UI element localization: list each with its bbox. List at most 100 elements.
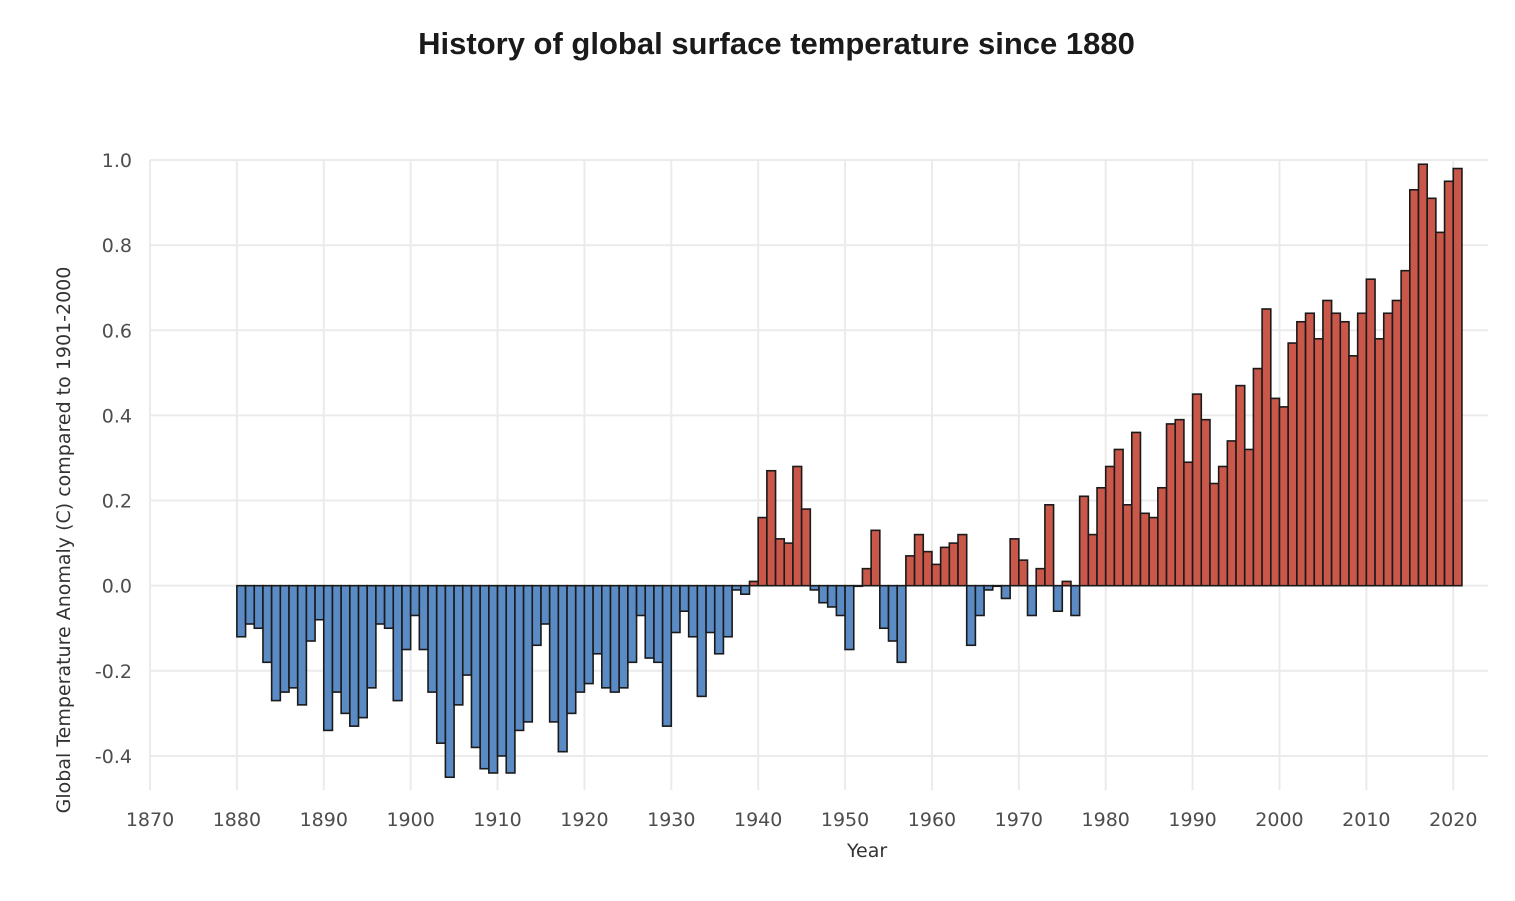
bar-1883 <box>262 584 273 664</box>
bar-1892 <box>340 584 351 715</box>
bar-2006 <box>1330 312 1342 587</box>
bar-1881 <box>244 584 256 625</box>
bar-1945 <box>800 508 812 587</box>
bar-1915 <box>540 584 551 625</box>
bar-1998 <box>1261 308 1272 587</box>
bar-1985 <box>1148 516 1159 587</box>
bar-1910 <box>496 584 508 757</box>
x-tick-label: 1880 <box>213 809 261 831</box>
bar-1970 <box>1018 559 1029 587</box>
bar-1997 <box>1252 367 1263 587</box>
bar-2018 <box>1435 231 1446 587</box>
y-tick-label: -0.2 <box>95 661 132 683</box>
bar-1891 <box>331 584 342 693</box>
bar-1972 <box>1035 567 1046 587</box>
bar-1926 <box>635 584 647 617</box>
bar-1986 <box>1157 486 1168 587</box>
bar-1933 <box>696 584 707 698</box>
bar-1980 <box>1104 465 1116 587</box>
bar-1906 <box>461 584 473 676</box>
bar-1923 <box>609 584 620 693</box>
bar-1902 <box>427 584 438 693</box>
bar-1929 <box>661 584 673 727</box>
bar-2016 <box>1417 163 1428 587</box>
bar-1924 <box>618 584 629 689</box>
x-tick-label: 1870 <box>126 809 174 831</box>
bar-1934 <box>705 584 716 634</box>
bar-2010 <box>1365 278 1376 587</box>
bar-2005 <box>1322 299 1333 587</box>
y-axis-title: Global Temperature Anomaly (C) compared … <box>53 267 75 814</box>
bar-1887 <box>296 584 308 706</box>
x-tick-label: 1910 <box>473 809 521 831</box>
bar-1907 <box>470 584 481 749</box>
bar-2014 <box>1400 269 1411 587</box>
bar-1895 <box>366 584 377 689</box>
y-tick-label: 1.0 <box>102 150 132 172</box>
bar-1983 <box>1130 431 1142 587</box>
bar-1958 <box>913 533 925 587</box>
bar-1904 <box>444 584 455 779</box>
bar-1900 <box>409 584 421 617</box>
bar-1976 <box>1070 584 1081 617</box>
bar-1889 <box>314 584 325 621</box>
bar-1968 <box>1000 584 1011 600</box>
bar-1905 <box>453 584 464 706</box>
x-tick-label: 1920 <box>560 809 608 831</box>
bar-1952 <box>861 567 872 587</box>
bar-1948 <box>826 584 838 608</box>
bar-1949 <box>835 584 846 617</box>
bar-1938 <box>740 584 751 595</box>
bar-2000 <box>1278 406 1289 587</box>
bar-1951 <box>852 584 864 588</box>
x-tick-label: 1990 <box>1168 809 1216 831</box>
bar-1932 <box>687 584 699 638</box>
bar-1977 <box>1078 495 1090 587</box>
bar-1911 <box>505 584 516 774</box>
bar-1993 <box>1217 465 1229 587</box>
x-axis-title: Year <box>846 840 887 862</box>
bar-1908 <box>479 584 490 770</box>
x-tick-label: 1950 <box>821 809 869 831</box>
bar-1894 <box>357 584 369 719</box>
bar-2015 <box>1409 188 1420 587</box>
bar-1947 <box>818 584 829 604</box>
bar-2017 <box>1426 197 1437 587</box>
bar-1941 <box>766 469 777 587</box>
bar-1967 <box>991 584 1003 588</box>
bar-1996 <box>1243 448 1255 587</box>
bar-2002 <box>1296 320 1307 587</box>
bar-1937 <box>731 584 742 591</box>
bar-2020 <box>1452 167 1463 587</box>
bar-1966 <box>983 584 994 591</box>
bar-1917 <box>557 584 568 753</box>
x-tick-label: 2010 <box>1342 809 1390 831</box>
bar-1886 <box>288 584 299 689</box>
bar-2011 <box>1374 337 1385 587</box>
bar-1950 <box>844 584 855 651</box>
y-tick-label: 0.4 <box>102 405 132 427</box>
bar-1896 <box>375 584 386 625</box>
bar-1974 <box>1052 584 1064 613</box>
bar-1940 <box>757 516 768 587</box>
bar-1973 <box>1044 503 1055 587</box>
bars <box>236 163 1463 779</box>
bar-1987 <box>1165 423 1177 587</box>
y-tick-label: 0.0 <box>102 576 132 598</box>
y-tick-label: -0.4 <box>95 746 132 768</box>
bar-1914 <box>531 584 542 647</box>
bar-1991 <box>1200 418 1211 587</box>
bar-1992 <box>1209 482 1220 587</box>
bar-1957 <box>905 555 916 587</box>
bar-1893 <box>349 584 360 727</box>
bar-1982 <box>1122 503 1133 587</box>
bar-1942 <box>774 538 786 587</box>
bar-1989 <box>1183 461 1194 587</box>
bar-1897 <box>383 584 395 630</box>
bar-2009 <box>1356 312 1368 587</box>
bar-1965 <box>974 584 985 617</box>
bar-1922 <box>600 584 612 689</box>
bar-2001 <box>1287 342 1298 587</box>
bar-1935 <box>713 584 725 655</box>
